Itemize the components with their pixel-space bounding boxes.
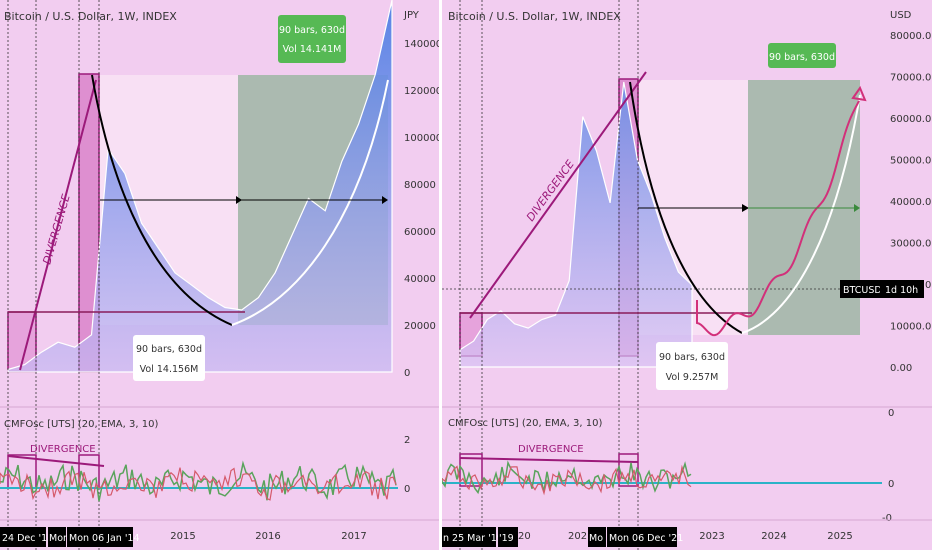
right-y-tick: 60000.00 [890,114,932,125]
right-date-tag-5 [588,527,606,547]
left-white-label-line1: 90 bars, 630d [136,344,202,355]
left-green-label-line2: Vol 14.141M [283,44,342,55]
right-x-label-2023: 2023 [699,531,724,542]
right-date-tag-2 [498,527,518,547]
right-date-tag-5-text: Mo [589,533,603,544]
right-y-axis: 80000.00 70000.00 60000.00 50000.00 40000.00… [890,31,932,374]
left-osc-divergence-line [7,455,105,467]
left-y-tick: 20000 [404,321,436,332]
right-osc-tick-top: 0 [888,408,894,419]
right-green-label-box [768,43,836,68]
left-green-label-line1: 90 bars, 630d [279,25,345,36]
left-y-tick: 40000 [404,274,436,285]
right-date-tag-4-text: 202 [568,531,587,542]
right-y-tick: 50000.00 [890,156,932,167]
left-price-area [7,0,393,373]
right-osc-line [442,460,692,495]
right-y-tick: 40000.00 [890,197,932,208]
left-y-axis: 140000 120000 100000 80000 60000 40000 20000 0 [404,39,440,379]
left-divergence-line [19,79,97,371]
left-currency-label: JPY [403,10,420,21]
right-green-label-line1: 90 bars, 630d [769,52,835,63]
left-date-tag-1-text: 24 Dec '12 [2,533,53,544]
right-white-label-line2: Vol 9.257M [666,372,719,383]
left-y-tick: 80000 [404,180,436,191]
right-y-tick: 0.00 [890,363,912,374]
right-price-tag-symbol [840,280,880,298]
left-y-tick: 140000 [404,39,440,50]
right-projection-curve [696,100,860,337]
left-osc-tick-2: 2 [404,435,410,446]
right-chart-svg: DIVERGENCE 90 bars, 630d 90 bars, 630d V… [442,0,932,550]
right-white-label-line1: 90 bars, 630d [659,352,725,363]
right-x-label-2025: 2025 [827,531,852,542]
left-date-tag-2-text: Mon [49,533,69,544]
right-date-tag-1 [442,527,496,547]
left-growth-curve [231,79,389,326]
right-y-tick: 10000.00 [890,322,932,333]
left-x-label-2015: 2015 [170,531,195,542]
left-date-tag-1 [0,527,46,547]
left-white-label-box [133,335,205,381]
left-date-tag-3-text: Mon 06 Jan '14 [69,533,140,544]
right-title: Bitcoin / U.S. Dollar, 1W, INDEX [448,10,621,23]
left-osc-divergence-label: DIVERGENCE [30,444,96,455]
right-osc-label: CMFOsc [UTS] (20, EMA, 3, 10) [448,418,602,429]
left-y-tick: 0 [404,368,410,379]
left-x-label-2016: 2016 [255,531,280,542]
left-chart-pane[interactable]: DIVERGENCE 90 bars, 630d Vol 14.141M 90 … [0,0,440,550]
right-divergence-line [469,71,647,319]
left-green-label-box [278,15,346,63]
left-y-tick: 120000 [404,86,440,97]
left-x-label-2017: 2017 [341,531,366,542]
left-osc-line [0,460,397,502]
right-price-area [459,81,693,368]
left-date-tag-3 [67,527,133,547]
left-y-tick: 100000 [404,133,440,144]
left-osc-tick-0: 0 [404,484,410,495]
right-date-tag-6-text: Mon 06 Dec '21 [609,533,683,544]
right-osc-tick-bottom: -0 [882,513,892,524]
right-x-label-2024: 2024 [761,531,786,542]
right-date-tag-2-text: '19 [499,533,514,544]
right-date-tag-3-text: 20 [518,531,531,542]
right-growth-curve [741,94,861,334]
right-price-tag-symbol-text: BTCUSD [843,285,882,296]
right-date-tag-1-text: n 25 Mar '19 [443,533,503,544]
right-currency-label: USD [890,10,912,21]
right-chart-pane[interactable]: DIVERGENCE 90 bars, 630d 90 bars, 630d V… [442,0,932,550]
left-y-tick: 60000 [404,227,436,238]
left-white-label-line2: Vol 14.156M [140,364,199,375]
right-decay-curve [629,81,743,334]
right-osc-tick-zero: 0 [888,479,894,490]
right-date-tag-6 [607,527,677,547]
left-title: Bitcoin / U.S. Dollar, 1W, INDEX [4,10,177,23]
right-price-tag-time-text: 1d 10h [885,285,918,296]
right-osc-divergence-line [459,457,639,463]
right-osc-divergence-label: DIVERGENCE [518,444,584,455]
right-y-tick: 80000.00 [890,31,932,42]
left-chart-svg: DIVERGENCE 90 bars, 630d Vol 14.141M 90 … [0,0,440,550]
right-y-tick: 30000.00 [890,239,932,250]
left-osc-label: CMFOsc [UTS] (20, EMA, 3, 10) [4,419,158,430]
left-date-tag-2 [48,527,66,547]
right-price-tag-time [880,280,924,298]
pane-divider [439,0,442,550]
right-y-tick: 70000.00 [890,73,932,84]
left-decay-curve [91,74,233,326]
right-white-label-box [656,342,728,390]
